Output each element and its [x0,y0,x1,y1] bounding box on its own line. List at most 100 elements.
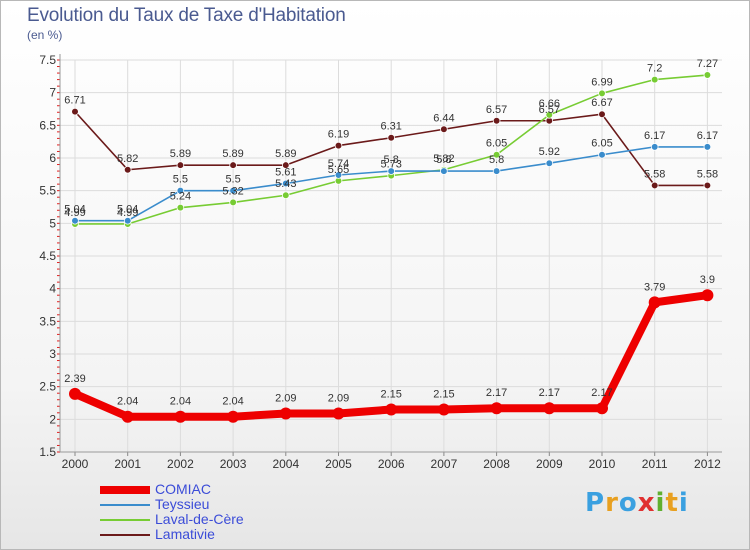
data-point [650,143,659,151]
x-tick-label: 2002 [167,457,194,471]
data-label: 5.5 [225,174,240,186]
data-label: 5.89 [222,148,243,160]
data-label: 5.89 [170,148,191,160]
y-tick-label: 1.5 [39,445,56,459]
data-point [598,150,606,159]
data-point [176,161,185,169]
data-label: 6.44 [433,112,454,124]
brand-letter: i [655,488,666,518]
x-tick-label: 2000 [62,457,89,471]
x-tick-label: 2008 [483,457,510,471]
y-tick-label: 6 [49,151,56,165]
legend-swatch [100,519,150,521]
y-tick-label: 5.5 [39,184,56,198]
data-label: 6.05 [591,138,612,150]
data-point [281,179,290,188]
data-point [281,191,290,200]
data-label: 5.04 [64,204,85,216]
data-label: 4.99 [117,207,138,219]
data-point [229,198,237,207]
brand-letter: r [605,488,619,518]
data-label: 5.61 [275,166,296,178]
data-point [650,181,659,190]
data-label: 6.66 [539,98,560,110]
data-point [176,186,185,195]
y-tick-label: 2 [49,412,56,426]
data-label: 5.8 [489,154,504,166]
data-label: 2.04 [170,396,191,408]
data-label: 7.2 [647,63,662,75]
data-label: 6.17 [697,130,718,142]
legend-swatch [100,486,150,494]
series-layer [69,71,714,423]
data-label: 5.24 [170,191,191,203]
data-point [437,403,450,416]
data-label: 6.31 [380,121,401,133]
data-point [279,407,292,420]
data-point [703,143,712,151]
legend-swatch [100,534,150,536]
y-tick-label: 2.5 [39,380,56,394]
data-point [387,167,396,175]
x-tick-label: 2003 [220,457,247,471]
data-label: 5.92 [539,146,560,158]
data-point [490,402,503,415]
brand-logo: Proxiti [585,488,689,518]
data-label: 4.99 [64,207,85,219]
data-label: 5.5 [173,174,188,186]
data-label: 5.43 [275,178,296,190]
legend-item: Teyssieu [100,497,400,512]
legend: COMIAC Teyssieu Laval-de-Cère Lamativie [100,482,400,542]
y-tick-label: 3 [49,347,56,361]
data-label: 6.57 [486,104,507,116]
data-point [334,171,343,179]
y-tick-label: 5 [49,216,56,230]
data-label: 2.04 [117,396,138,408]
y-tick-label: 6.5 [39,118,56,132]
data-label: 5.82 [117,153,138,165]
y-tick-label: 4 [49,282,56,296]
y-tick-label: 4.5 [39,249,56,263]
data-point [385,403,398,416]
y-tick-label: 3.5 [39,314,56,328]
legend-label: Lamativie [155,526,215,542]
x-tick-label: 2011 [642,457,668,471]
data-label: 3.9 [700,274,715,286]
data-point [69,387,81,400]
data-point [492,116,501,125]
x-tick-label: 2009 [536,457,563,471]
legend-label: Teyssieu [155,496,210,512]
data-label: 5.8 [384,154,399,166]
brand-letter: P [585,488,606,518]
data-point [174,410,187,423]
x-tick-label: 2001 [114,457,141,471]
grid-lines [60,59,722,453]
data-label: 2.04 [222,396,243,408]
data-point [229,161,237,169]
data-label: 2.15 [380,389,401,401]
data-point [596,402,608,415]
data-labels: 6.71 5.82 5.89 5.89 5.89 6.19 6.31 6.44 6.57 6.57… [64,58,718,408]
data-label: 7.27 [697,58,718,70]
data-point [545,111,554,119]
x-tick-label: 2010 [589,457,616,471]
data-point [703,181,712,190]
data-point [545,159,554,168]
data-point [543,402,556,415]
data-point [387,133,396,142]
data-label: 5.58 [644,168,665,180]
data-label: 2.17 [486,387,507,399]
data-label: 6.19 [328,129,349,141]
data-label: 5.8 [436,154,451,166]
data-label: 5.65 [328,164,349,176]
data-point [440,167,448,175]
data-label: 6.67 [591,97,612,109]
y-tick-label: 7.5 [39,53,56,67]
data-point [492,150,501,159]
data-point [598,110,606,119]
data-point [701,289,714,302]
data-label: 6.71 [64,95,85,107]
x-tick-label: 2006 [378,457,405,471]
data-label: 3.79 [644,281,665,293]
chart-title: Evolution du Taux de Taxe d'Habitation [27,5,346,26]
